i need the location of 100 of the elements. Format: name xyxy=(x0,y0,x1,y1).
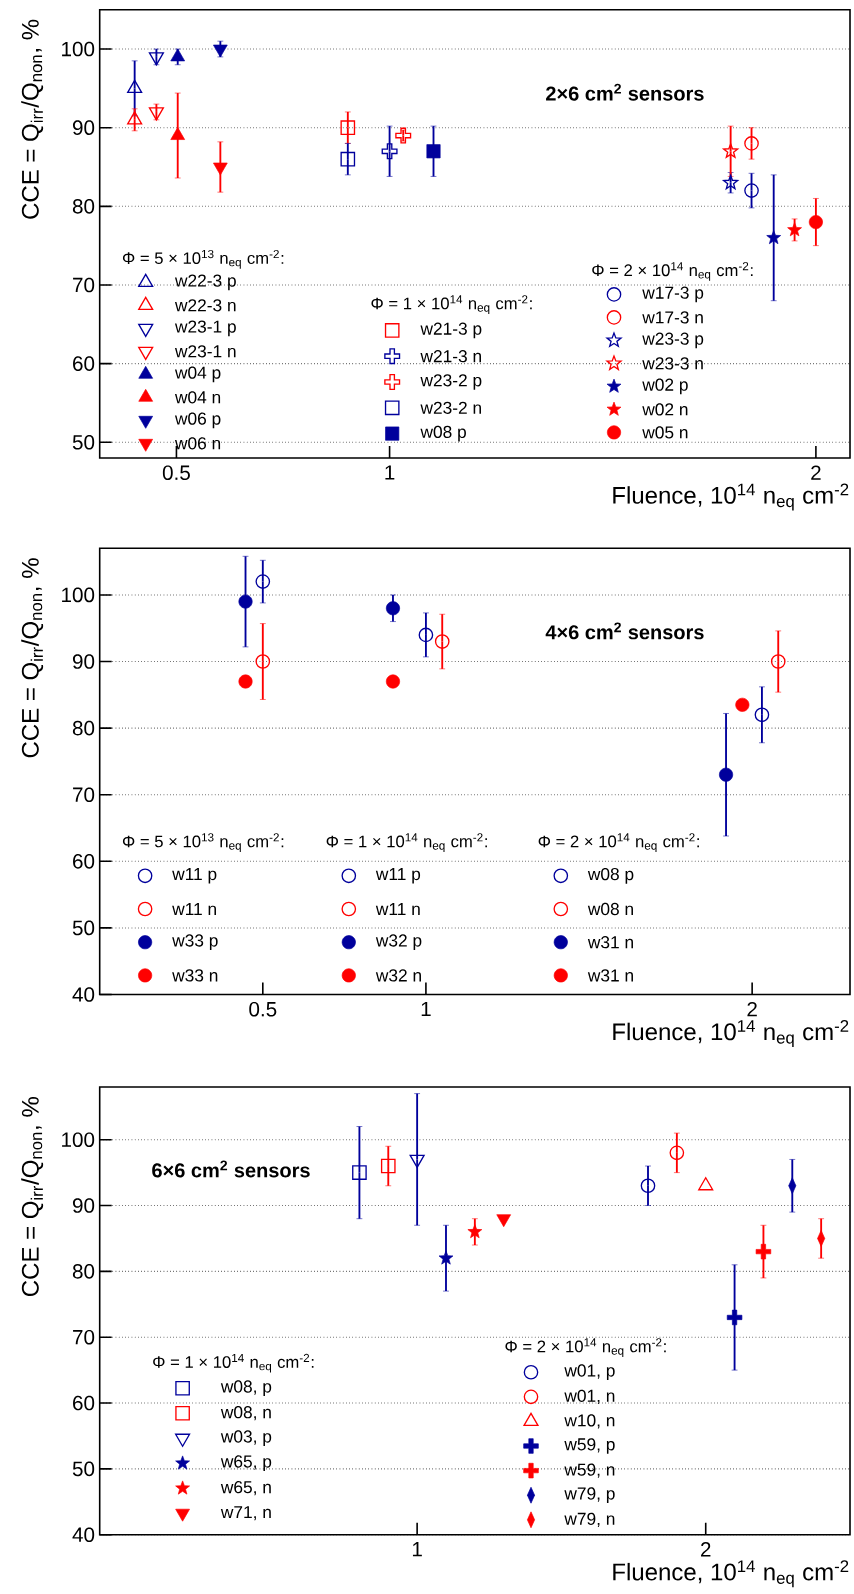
legend-label: w03, p xyxy=(220,1430,272,1447)
point xyxy=(340,151,356,167)
legend-label: w05 n xyxy=(642,426,688,439)
point xyxy=(770,654,786,669)
legend-label: w65, p xyxy=(220,1455,272,1472)
legend-label: w79, p xyxy=(564,1487,615,1504)
x-tick-label: 0.5 xyxy=(162,465,190,481)
legend-label: w59, p xyxy=(564,1438,615,1454)
legend-label: w11 p xyxy=(375,868,421,884)
legend-label: w06 n xyxy=(174,437,221,450)
x-tick-label: 0.5 xyxy=(249,1001,277,1017)
point xyxy=(380,1158,396,1174)
point xyxy=(148,52,164,66)
point xyxy=(722,143,739,158)
y-tick-label: 90 xyxy=(72,654,95,669)
point xyxy=(726,1309,743,1326)
legend-label: w21-3 p xyxy=(420,322,482,339)
legend-label: w08 n xyxy=(587,902,633,916)
y-tick-label: 60 xyxy=(73,1395,95,1411)
y-axis-title: CCE = Q$_{irr}$/Q$_{non}$, % xyxy=(21,1097,44,1297)
annotation: Φ = 1 × 10$^{14}$ n$_{eq}$ cm$^{-2}$: xyxy=(153,1353,314,1373)
y-tick-label: 100 xyxy=(62,1132,95,1148)
x-tick-label: 1 xyxy=(385,465,395,480)
point xyxy=(385,601,400,616)
point xyxy=(148,107,164,121)
legend-label: w33 p xyxy=(172,934,218,951)
point xyxy=(255,574,271,589)
text: 4×6 cm$^{2}$ sensors xyxy=(545,622,704,640)
y-tick-label: 100 xyxy=(62,41,95,57)
point xyxy=(352,1165,367,1180)
y-tick-label: 40 xyxy=(72,1527,95,1543)
point xyxy=(467,1224,483,1239)
legend-label: w22-3 n xyxy=(174,299,236,312)
legend-label: w31 n xyxy=(587,936,633,949)
legend-label: w02 p xyxy=(642,378,688,395)
legend-label: w22-3 p xyxy=(174,274,236,291)
y-axis-title: CCE = Q$_{irr}$/Q$_{non}$, % xyxy=(21,19,44,219)
x-tick-label: 1 xyxy=(421,1001,431,1017)
annotation: Φ = 2 × 10$^{14}$ n$_{eq}$ cm$^{-2}$: xyxy=(505,1338,666,1357)
legend-label: w17-3 p xyxy=(642,286,704,303)
point xyxy=(340,120,356,136)
x-tick-label: 2 xyxy=(701,1542,711,1557)
point xyxy=(213,44,228,58)
legend-label: w59, n xyxy=(564,1463,615,1478)
legend-label: w11 p xyxy=(172,868,217,884)
point xyxy=(385,674,400,689)
y-tick-label: 50 xyxy=(72,920,95,936)
y-tick-label: 80 xyxy=(72,1264,95,1279)
point xyxy=(434,634,450,649)
legend-label: w23-1 n xyxy=(174,345,236,358)
legend-label: w71, n xyxy=(220,1506,271,1521)
x-axis-title: Fluence, 10$^{14}$ n$_{eq}$ cm$^{-2}$ xyxy=(613,1560,849,1588)
annotation: Φ = 2 × 10$^{14}$ n$_{eq}$ cm$^{-2}$: xyxy=(538,833,699,852)
point xyxy=(722,174,739,190)
point xyxy=(735,697,750,712)
annotation: Φ = 5 × 10$^{13}$ n$_{eq}$ cm$^{-2}$: xyxy=(122,833,284,852)
legend-label: w23-2 n xyxy=(420,401,481,414)
annotation: Φ = 2 × 10$^{14}$ n$_{eq}$ cm$^{-2}$: xyxy=(592,262,753,281)
y-tick-label: 40 xyxy=(72,987,95,1002)
point xyxy=(669,1145,685,1161)
legend-label: w04 n xyxy=(174,391,221,404)
legend-label: w31 n xyxy=(587,969,633,982)
point xyxy=(754,707,770,723)
x-tick-label: 2 xyxy=(811,465,821,480)
legend-label: w11 n xyxy=(172,903,216,915)
legend-label: w79, n xyxy=(564,1512,615,1527)
legend-label: w08, n xyxy=(220,1406,271,1421)
legend-label: w11 n xyxy=(375,903,420,915)
point xyxy=(238,674,253,689)
legend-label: w32 p xyxy=(375,934,422,951)
y-tick-label: 70 xyxy=(73,787,95,803)
legend-label: w01, p xyxy=(564,1364,615,1381)
legend-label: w23-3 p xyxy=(642,332,704,349)
point xyxy=(755,1243,772,1260)
legend-label: w04 p xyxy=(174,366,221,383)
y-tick-label: 60 xyxy=(73,854,95,869)
y-tick-label: 80 xyxy=(72,720,95,736)
point xyxy=(426,144,441,159)
y-tick-label: 90 xyxy=(72,1198,95,1213)
legend-label: w10, n xyxy=(564,1414,615,1429)
legend-label: w32 n xyxy=(375,969,421,982)
legend-label: w23-1 p xyxy=(174,320,236,337)
point xyxy=(808,215,823,230)
point xyxy=(395,127,412,144)
x-tick-label: 1 xyxy=(412,1542,422,1557)
point xyxy=(238,594,253,609)
y-tick-label: 60 xyxy=(73,356,95,371)
point xyxy=(766,230,782,245)
y-tick-label: 50 xyxy=(72,434,95,450)
annotation: Φ = 5 × 10$^{13}$ n$_{eq}$ cm$^{-2}$: xyxy=(122,249,284,269)
point xyxy=(438,1250,454,1265)
legend-label: w01, n xyxy=(564,1389,615,1404)
legend-label: w08 p xyxy=(587,867,634,884)
legend-label: w17-3 n xyxy=(642,311,703,324)
point xyxy=(381,143,398,160)
legend-label: w33 n xyxy=(172,969,218,982)
legend-label: w65, n xyxy=(220,1481,271,1496)
point xyxy=(719,767,734,782)
y-axis-title: CCE = Q$_{irr}$/Q$_{non}$, % xyxy=(21,558,44,758)
annotation: Φ = 1 × 10$^{14}$ n$_{eq}$ cm$^{-2}$: xyxy=(371,295,532,314)
